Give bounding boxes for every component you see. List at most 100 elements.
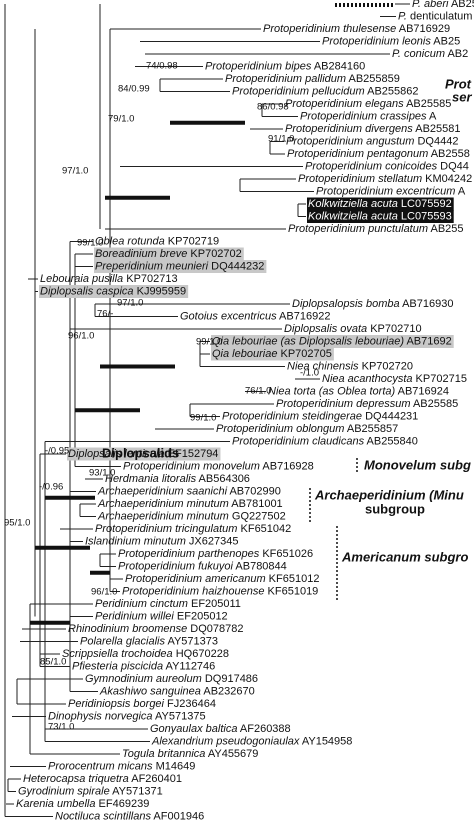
taxon-label: Gotoius excentricus AB716922: [180, 310, 330, 322]
support-value: 95/1.0: [4, 518, 30, 529]
taxon-label: Protoperidinium pentagonum AB2558: [287, 148, 470, 160]
taxon-label: Dinophysis norvegica AY571375: [48, 710, 206, 722]
taxon-label: Protoperidinium crassipes A: [300, 110, 437, 122]
taxon-label: P. aberi AB25: [412, 0, 474, 10]
taxon-label: Akashiwo sanguinea AB232670: [99, 685, 255, 697]
taxon-label: Protoperidinium monovelum AB716928: [123, 460, 314, 472]
taxon-label: Kolkwitziella acuta LC075593: [308, 210, 452, 222]
taxon-label: Protoperidinium depressum AB25585: [276, 398, 458, 410]
taxon-label: Protoperidinium parthenopes KF651026: [118, 548, 313, 560]
support-value: 96/1.0: [68, 331, 94, 342]
taxon-label: P. denticulatum: [398, 10, 472, 22]
taxon-label: Diplopsalis lenticula EF152794: [68, 448, 218, 460]
taxon-label: Togula britannica AY455679: [122, 748, 258, 760]
taxon-label: Gonyaulax baltica AF260388: [150, 723, 291, 735]
support-value: 73/1.0: [48, 722, 74, 733]
support-value: -/0.96: [39, 482, 63, 493]
support-value: 76/1.0: [245, 386, 271, 397]
taxon-label: Diplopsalis ovata KP702710: [284, 323, 422, 335]
taxon-label: Preperidinium meunieri DQ444232: [95, 260, 264, 272]
taxon-label: Diplopsalis caspica KJ995959: [40, 285, 186, 297]
support-value: 76/-: [97, 309, 113, 320]
support-value: -/0.95: [45, 446, 69, 457]
taxon-label: Protoperidinium angustum DQ4442: [286, 135, 458, 147]
group-label: Americanum subgro: [341, 549, 468, 564]
taxon-label: Protoperidinium claudicans AB255840: [232, 435, 418, 447]
group-label: Diplopsalids: [102, 445, 179, 460]
taxon-label: Niea acanthocysta KP702715: [322, 373, 467, 385]
support-value: 91/1.0: [268, 134, 294, 145]
taxon-label: P. conicum AB2: [392, 48, 468, 60]
taxon-label: Oblea rotunda KP702719: [95, 235, 219, 247]
taxon-label: Herdmania litoralis AB564306: [105, 473, 250, 485]
taxon-label: Protoperidinium bipes AB284160: [205, 60, 365, 72]
taxon-label: Qia lebouriae (as Diplopsalis lebouriae)…: [212, 335, 452, 347]
taxon-label: Qia lebouriae KP702705: [212, 348, 332, 360]
taxon-label: Protoperidinium tricingulatum KF651042: [95, 523, 291, 535]
group-label: Monovelum subg: [364, 457, 471, 472]
support-value: 84/0.99: [118, 84, 150, 95]
support-value: 85/1.0: [40, 657, 66, 668]
label-highlight: [211, 335, 454, 348]
label-highlight: [307, 210, 454, 223]
taxon-label: Prorocentrum micans M14649: [48, 760, 195, 772]
support-value: 97/1.0: [62, 166, 88, 177]
taxon-label: Protoperidinium stellatum KM04242: [298, 173, 472, 185]
taxon-label: Boreadinium breve KP702702: [95, 248, 242, 260]
support-value: 99/1.0: [77, 238, 103, 249]
taxon-label: Protoperidinium thulesense AB716929: [263, 23, 450, 35]
taxon-label: Polarella glacialis AY571373: [80, 635, 218, 647]
taxon-label: Protoperidinium excentricum A: [316, 185, 466, 197]
support-value: 79/1.0: [108, 114, 134, 125]
taxon-label: Protoperidinium divergens AB25581: [285, 123, 461, 135]
support-value: 93/1.0: [89, 468, 115, 479]
label-highlight: [67, 447, 221, 461]
group-label: ser: [452, 89, 472, 104]
taxon-label: Archaeperidinium minutum GQ227502: [97, 510, 286, 522]
taxon-label: Archaeperidinium minutum AB781001: [97, 498, 283, 510]
taxon-label: Alexandrium pseudogoniaulax AY154958: [151, 735, 352, 747]
taxon-label: Gyrodinium spirale AY571371: [18, 785, 163, 797]
label-highlight: [39, 285, 189, 298]
taxon-label: Protoperidinium haizhouense KF651019: [122, 585, 318, 597]
taxon-label: Protoperidinium conicoides DQ44: [305, 160, 469, 172]
taxon-label: Diplopsalopsis bomba AB716930: [292, 298, 453, 310]
taxon-label: Islandinium minutum JX627345: [85, 535, 238, 547]
taxon-label: Gymnodinium aureolum DQ917486: [85, 673, 258, 685]
label-highlight: [94, 247, 244, 261]
support-value: 97/1.0: [117, 298, 143, 309]
taxon-label: Pfiesteria piscicida AY112746: [72, 660, 215, 672]
label-highlight: [307, 197, 454, 211]
taxon-label: Heterocapsa triquetra AF260401: [23, 773, 182, 785]
taxon-label: Noctiluca scintillans AF001946: [55, 810, 204, 822]
taxon-label: Protoperidinium punctulatum AB255: [288, 223, 464, 235]
taxon-label: Scrippsiella trochoidea HQ670228: [62, 648, 229, 660]
group-label: subgroup: [365, 501, 425, 516]
taxon-label: Rhinodinium broomense DQ078782: [68, 623, 244, 635]
taxon-label: Karenia umbella EF469239: [16, 798, 149, 810]
taxon-label: Peridinium willei EF205012: [95, 610, 228, 622]
taxon-label: Protoperidinium americanum KF651012: [125, 573, 319, 585]
taxon-label: Protoperidinium leonis AB25: [322, 35, 460, 47]
taxon-label: Protoperidinium pallidum AB255859: [225, 73, 400, 85]
support-value: 96/1.0: [91, 587, 117, 598]
group-label: Prot: [445, 76, 472, 91]
support-value: 86/0.98: [257, 102, 289, 113]
taxon-label: Peridiniopsis borgei FJ236464: [68, 698, 216, 710]
taxon-label: Protoperidinium elegans AB25585: [285, 98, 451, 110]
support-value: 74/0.98: [146, 61, 178, 72]
taxon-label: Niea torta (as Oblea torta) AB716924: [268, 385, 449, 397]
support-value: 99/1.0: [196, 337, 222, 348]
taxon-label: Protoperidinium pellucidum AB255862: [232, 85, 419, 97]
taxon-label: Protoperidinium steidingerae DQ444231: [222, 410, 418, 422]
taxon-label: Kolkwitziella acuta LC075592: [308, 198, 452, 210]
support-value: 99/1.0: [190, 413, 216, 424]
taxon-label: Protoperidinium oblongum AB255857: [216, 423, 398, 435]
taxon-label: Niea chinensis KP702720: [287, 360, 413, 372]
label-highlight: [211, 347, 334, 361]
group-label: Archaeperidinium (Minu: [314, 487, 464, 502]
taxon-label: Peridinium cinctum EF205011: [95, 598, 241, 610]
taxon-label: Archaeperidinium saanichi AB702990: [97, 485, 281, 497]
label-highlight: [94, 260, 267, 273]
